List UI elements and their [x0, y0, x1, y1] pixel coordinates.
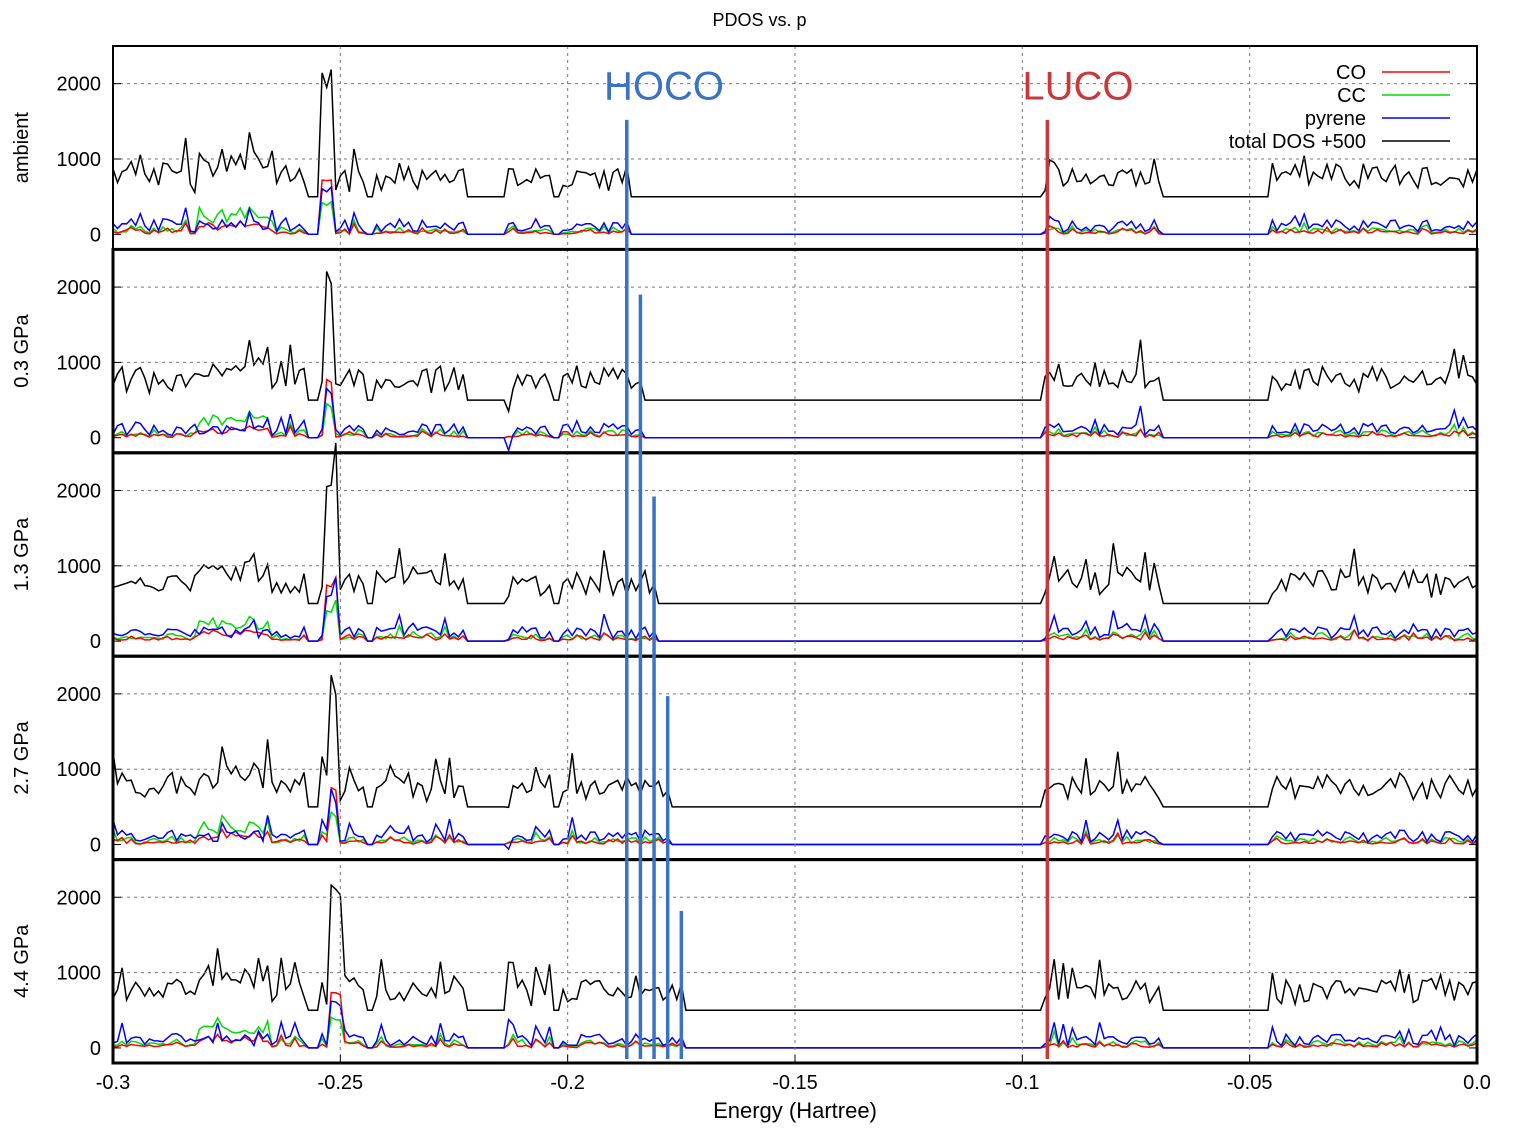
x-tick-label: -0.05: [1227, 1072, 1273, 1094]
legend-label: CO: [1336, 62, 1366, 84]
y-tick-label: 0: [90, 1038, 101, 1060]
y-tick-label: 1000: [57, 963, 102, 985]
panel-frame: [111, 858, 1479, 1065]
panel-label: 4.4 GPa: [11, 924, 33, 998]
chart-title: PDOS vs. p: [712, 10, 807, 30]
series-co-panel-1: [112, 378, 1478, 439]
y-tick-label: 2000: [57, 684, 102, 706]
legend-label: pyrene: [1305, 108, 1366, 130]
y-tick-label: 0: [90, 224, 101, 246]
y-tick-label: 1000: [57, 149, 102, 171]
series-total-dos-panel-2: [112, 442, 1478, 605]
x-tick-label: -0.25: [318, 1072, 364, 1094]
legend-label: total DOS +500: [1229, 131, 1366, 153]
x-tick-label: -0.15: [772, 1072, 818, 1094]
y-tick-label: 0: [90, 428, 101, 450]
series-total-dos-panel-3: [112, 675, 1478, 809]
y-tick-label: 2000: [57, 74, 102, 96]
y-tick-label: 0: [90, 835, 101, 857]
panel-label: 0.3 GPa: [11, 314, 33, 388]
panel-frame: [111, 654, 1479, 862]
series-total-dos-panel-0: [112, 69, 1478, 198]
panel-frame: [111, 451, 1479, 658]
series-pyrene-panel-1: [112, 386, 1478, 453]
y-tick-label: 2000: [57, 480, 102, 502]
legend-label: CC: [1337, 85, 1366, 107]
x-tick-label: -0.2: [550, 1072, 584, 1094]
x-tick-label: -0.1: [1005, 1072, 1039, 1094]
annotation-luco: LUCO: [1022, 65, 1133, 109]
annotation-hoco: HOCO: [604, 65, 724, 109]
y-tick-label: 0: [90, 631, 101, 653]
y-tick-label: 1000: [57, 556, 102, 578]
y-tick-label: 2000: [57, 277, 102, 299]
panel-label: 2.7 GPa: [11, 720, 33, 794]
x-tick-label: -0.3: [96, 1072, 130, 1094]
y-tick-label: 1000: [57, 759, 102, 781]
x-tick-label: 0.0: [1463, 1072, 1491, 1094]
panel-label: 1.3 GPa: [11, 517, 33, 591]
y-tick-label: 2000: [57, 887, 102, 909]
y-tick-label: 1000: [57, 352, 102, 374]
panel-label: ambient: [11, 112, 33, 184]
x-axis-label: Energy (Hartree): [713, 1098, 877, 1123]
series-total-dos-panel-1: [112, 271, 1478, 414]
